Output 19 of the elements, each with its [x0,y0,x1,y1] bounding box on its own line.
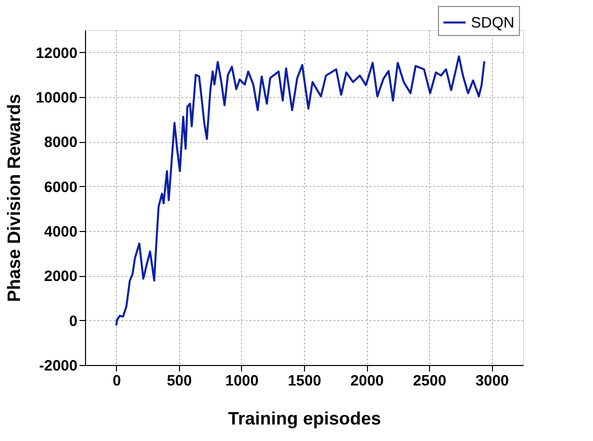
y-tick-label: 10000 [36,90,78,106]
x-tick-label: 3000 [476,372,509,390]
y-tick-label: -2000 [39,358,78,374]
y-axis-title: Phase Division Rewards [4,94,24,302]
x-tick-label: 2500 [412,372,446,390]
y-tick-label: 6000 [44,178,78,196]
y-tick-label: 4000 [44,224,78,240]
legend-label: SDQN [471,14,514,32]
x-tick-label: 0 [112,372,121,390]
y-tick-label: 8000 [44,134,78,152]
y-tick-label: 0 [69,312,78,330]
x-tick-label: 1500 [288,372,322,390]
y-tick-label: 2000 [44,268,78,286]
x-tick-label: 500 [166,372,192,390]
x-axis-title: Training episodes [228,408,382,428]
x-tick-label: 1000 [225,372,259,390]
line-series [115,55,486,326]
y-tick-label: 12000 [36,44,78,62]
x-tick-label: 2000 [350,372,384,390]
